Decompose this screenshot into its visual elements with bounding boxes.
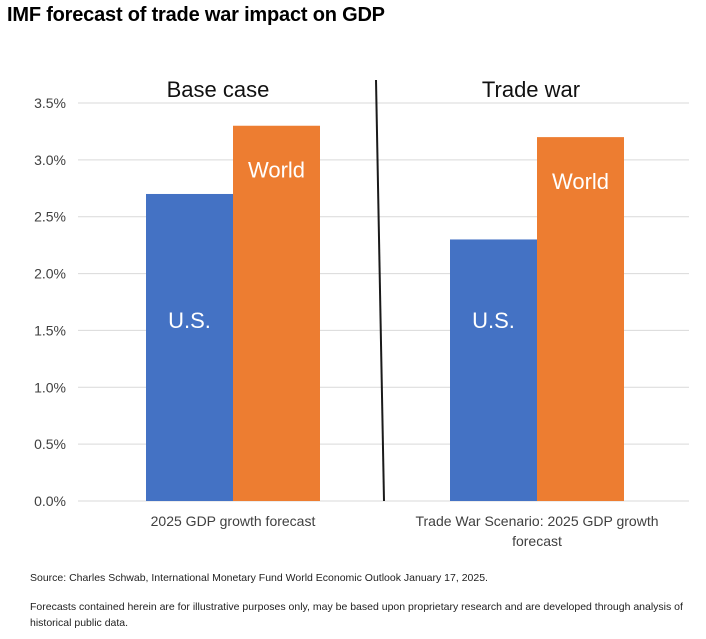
- bar-labels: U.S. U.S. World World: [168, 158, 609, 333]
- panel-titles: Base case Trade war: [167, 77, 580, 102]
- y-tick-label: 3.5%: [34, 95, 66, 111]
- y-tick-label: 1.5%: [34, 322, 66, 338]
- bar-us-trade-war: [450, 239, 537, 501]
- y-tick-label: 0.0%: [34, 493, 66, 509]
- x-category-label: Trade War Scenario: 2025 GDP growth forec…: [415, 513, 658, 549]
- chart-title: IMF forecast of trade war impact on GDP: [7, 4, 385, 26]
- bar-world-base-case: [233, 125, 320, 501]
- y-tick-label: 2.0%: [34, 266, 66, 282]
- x-axis-categories: 2025 GDP growth forecast Trade War Scenar…: [151, 513, 659, 549]
- panel-divider: [375, 79, 385, 502]
- y-tick-label: 3.0%: [34, 152, 66, 168]
- bar-label: U.S.: [472, 308, 515, 333]
- bar-chart: 0.0%0.5%1.0%1.5%2.0%2.5%3.0%3.5% U.S. U.S…: [34, 77, 689, 549]
- y-tick-label: 0.5%: [34, 436, 66, 452]
- y-tick-label: 2.5%: [34, 209, 66, 225]
- y-axis-ticks: 0.0% 0.5% 1.0% 1.5% 2.0% 2.5% 3.0% 3.5%: [34, 95, 66, 509]
- x-category-label: 2025 GDP growth forecast: [151, 513, 316, 529]
- bar-label: World: [552, 169, 609, 194]
- panel-title: Trade war: [482, 77, 580, 102]
- bar-world-trade-war: [537, 137, 624, 501]
- disclaimer-note: Forecasts contained herein are for illus…: [30, 601, 683, 629]
- bar-label: U.S.: [168, 308, 211, 333]
- bar-label: World: [248, 158, 305, 183]
- panel-title: Base case: [167, 77, 270, 102]
- bars: [146, 125, 624, 501]
- bar-us-base-case: [146, 193, 233, 501]
- source-note: Source: Charles Schwab, International Mo…: [30, 572, 488, 584]
- y-tick-label: 1.0%: [34, 379, 66, 395]
